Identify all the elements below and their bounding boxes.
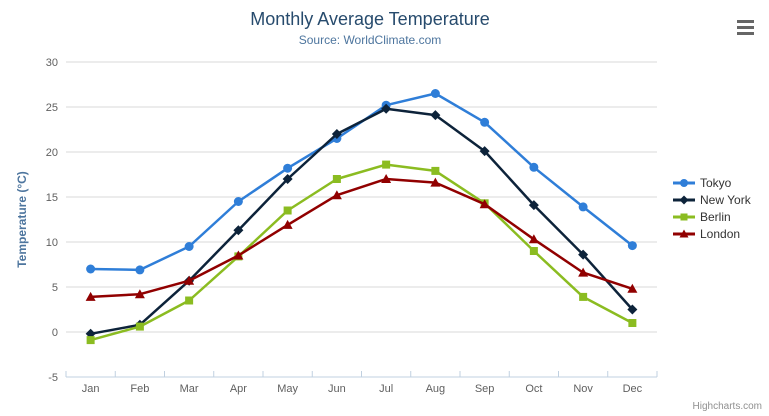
series-point-tokyo[interactable] xyxy=(578,202,588,212)
series-point-new-york[interactable] xyxy=(430,110,441,121)
series-point-berlin[interactable] xyxy=(628,319,637,327)
series-point-tokyo[interactable] xyxy=(627,241,637,251)
x-axis-label: Oct xyxy=(525,383,542,395)
hamburger-menu-icon xyxy=(737,20,755,35)
y-axis-label: 15 xyxy=(46,192,58,204)
hamburger-bar xyxy=(737,20,754,23)
y-axis-label: 5 xyxy=(52,282,58,294)
series-point-london[interactable] xyxy=(479,199,490,209)
series-point-tokyo[interactable] xyxy=(283,163,293,173)
series-point-berlin[interactable] xyxy=(283,206,292,215)
series-point-tokyo[interactable] xyxy=(529,162,539,172)
series-point-london[interactable] xyxy=(233,250,244,260)
series-point-london[interactable] xyxy=(430,177,441,187)
series-point-london[interactable] xyxy=(184,275,195,285)
legend-label: Berlin xyxy=(700,210,731,224)
legend-marker xyxy=(680,213,688,221)
hamburger-bar xyxy=(737,32,754,35)
y-axis-label: -5 xyxy=(48,372,58,384)
series-point-berlin[interactable] xyxy=(579,292,588,301)
y-axis-label: 25 xyxy=(46,102,58,114)
chart-subtitle: Source: WorldClimate.com xyxy=(298,33,442,47)
y-axis-label: 20 xyxy=(46,147,58,159)
series-line-berlin xyxy=(89,163,634,342)
credits-link[interactable]: Highcharts.com xyxy=(692,401,762,412)
x-axis-label: May xyxy=(277,383,298,395)
series-point-london[interactable] xyxy=(331,190,342,200)
series-point-new-york[interactable] xyxy=(479,146,490,157)
x-axis-label: Sep xyxy=(475,383,495,395)
series-point-tokyo[interactable] xyxy=(135,265,145,275)
legend-symbol-triangle-icon xyxy=(673,229,695,238)
y-axis-label: 30 xyxy=(46,57,58,69)
series-point-london[interactable] xyxy=(578,267,589,277)
x-axis-label: Dec xyxy=(623,383,643,395)
series-point-london[interactable] xyxy=(134,289,145,299)
x-axis-label: Feb xyxy=(130,383,149,395)
legend-marker xyxy=(679,229,689,238)
series-point-london[interactable] xyxy=(627,283,638,293)
series-point-berlin[interactable] xyxy=(86,336,95,345)
series-point-berlin[interactable] xyxy=(185,296,194,305)
series-line-tokyo xyxy=(89,92,634,272)
x-axis-label: Apr xyxy=(230,383,247,395)
legend-marker xyxy=(679,195,689,205)
legend-item-berlin[interactable]: Berlin xyxy=(673,210,751,224)
x-axis-label: Jun xyxy=(328,383,346,395)
legend-symbol-diamond-icon xyxy=(673,195,695,205)
legend-item-london[interactable]: London xyxy=(673,227,751,241)
series-point-tokyo[interactable] xyxy=(430,89,440,98)
series-point-london[interactable] xyxy=(528,234,539,244)
hamburger-bar xyxy=(737,26,754,29)
series-point-london[interactable] xyxy=(381,174,392,183)
series-point-new-york[interactable] xyxy=(381,103,392,114)
legend-symbol-circle-icon xyxy=(673,179,695,187)
series-line-new-york xyxy=(89,107,634,336)
series-point-tokyo[interactable] xyxy=(184,242,194,251)
series-point-new-york[interactable] xyxy=(331,129,342,139)
x-axis-label: Jul xyxy=(379,383,393,395)
legend: Tokyo New York Berlin London xyxy=(673,176,751,241)
legend-label: London xyxy=(700,227,741,241)
series-point-new-york[interactable] xyxy=(282,174,293,184)
series-point-berlin[interactable] xyxy=(135,322,144,331)
legend-marker xyxy=(680,179,688,187)
series-point-tokyo[interactable] xyxy=(86,264,96,274)
series-point-new-york[interactable] xyxy=(578,249,589,260)
legend-symbol-square-icon xyxy=(673,213,695,221)
series-line-london xyxy=(89,177,634,299)
legend-item-new-york[interactable]: New York xyxy=(673,193,751,207)
y-axis-label: 10 xyxy=(46,237,58,249)
legend-item-tokyo[interactable]: Tokyo xyxy=(673,176,751,190)
series-point-berlin[interactable] xyxy=(431,166,440,175)
series-point-berlin[interactable] xyxy=(332,175,341,183)
series-point-tokyo[interactable] xyxy=(480,117,490,127)
series-point-berlin[interactable] xyxy=(529,247,538,255)
series-point-new-york[interactable] xyxy=(233,225,244,236)
y-axis-title: Temperature (°C) xyxy=(15,171,29,268)
legend-label: Tokyo xyxy=(700,176,732,190)
y-axis-label: 0 xyxy=(52,327,58,339)
x-axis-label: Mar xyxy=(180,383,199,395)
x-axis-label: Jan xyxy=(82,383,100,395)
export-menu-button[interactable] xyxy=(737,20,755,35)
series-point-berlin[interactable] xyxy=(382,160,391,169)
series-point-new-york[interactable] xyxy=(627,304,638,315)
series-point-london[interactable] xyxy=(85,291,96,301)
chart-title: Monthly Average Temperature xyxy=(250,9,490,29)
legend-label: New York xyxy=(700,193,751,207)
series-point-london[interactable] xyxy=(282,219,293,229)
x-axis-label: Nov xyxy=(573,383,593,395)
x-axis-label: Aug xyxy=(426,383,446,395)
series-point-new-york[interactable] xyxy=(528,200,539,211)
series-point-tokyo[interactable] xyxy=(233,197,243,206)
